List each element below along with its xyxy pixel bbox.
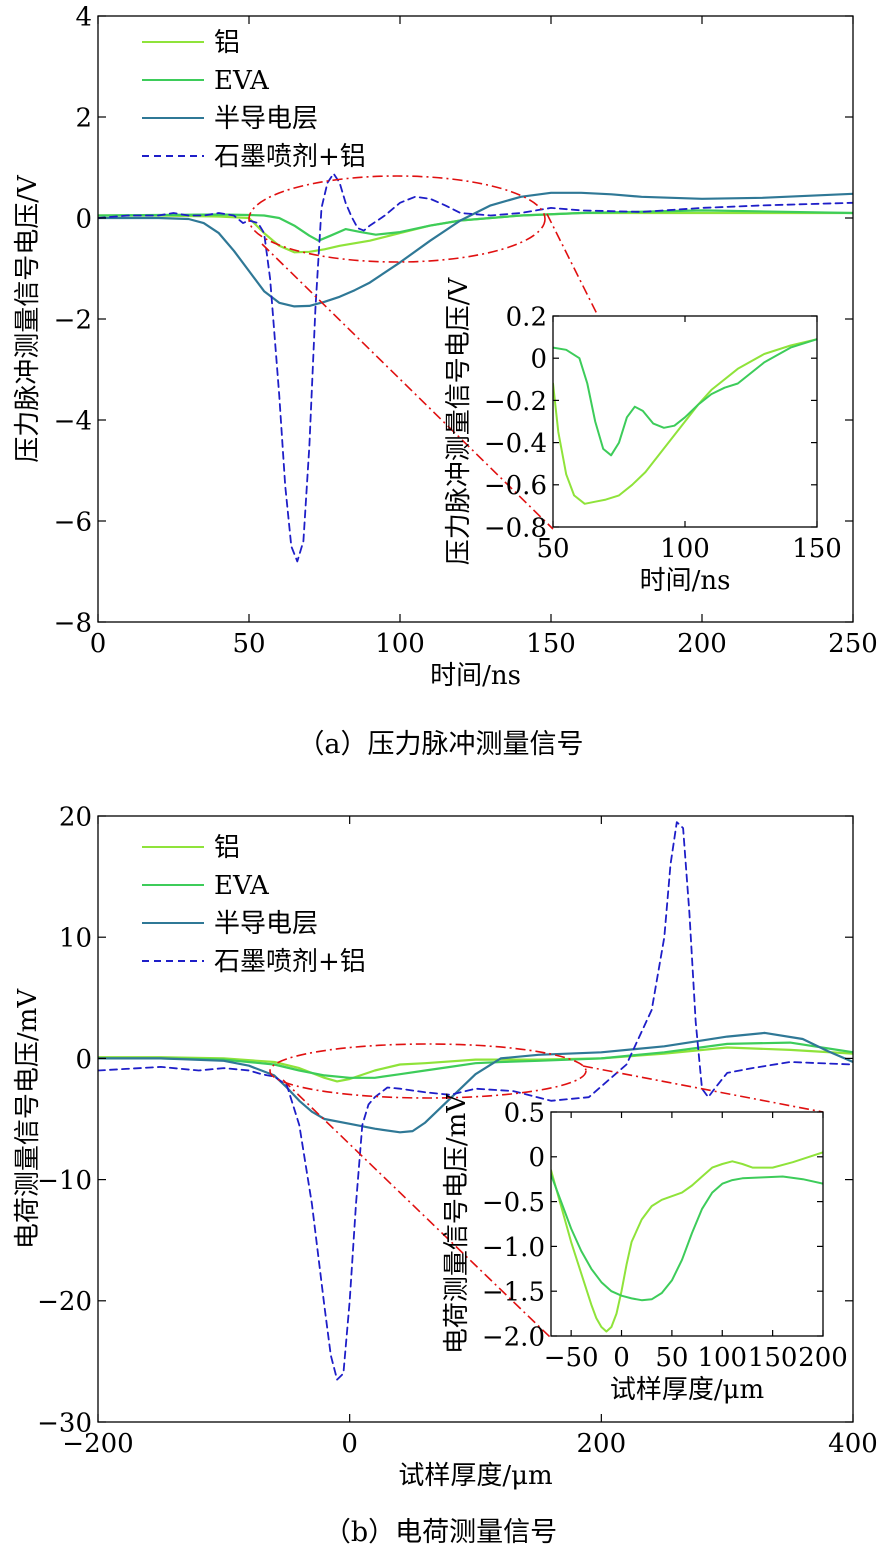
chart-a-ytick-label: 2 bbox=[75, 103, 92, 133]
chart-b-inset-xtick-label: 150 bbox=[748, 1343, 798, 1373]
chart-a-inset-xtick-label: 50 bbox=[536, 534, 569, 564]
chart-a-ytick-label: −2 bbox=[54, 305, 92, 335]
chart-a-ytick-label: −6 bbox=[54, 507, 92, 537]
chart-a-callout-line-2 bbox=[546, 213, 599, 317]
chart-b-ytick-label: −10 bbox=[37, 1166, 92, 1196]
chart-b-inset-xtick-label: 50 bbox=[655, 1343, 688, 1373]
chart-a-legend-label-0: 铝 bbox=[214, 28, 240, 58]
chart-a-ytick-label: 0 bbox=[75, 204, 92, 234]
chart-a-zoom-ellipse bbox=[248, 175, 546, 263]
chart-a-xtick-label: 200 bbox=[677, 629, 727, 659]
chart-b-inset-ytick-label: −2.0 bbox=[482, 1322, 545, 1352]
chart-a-ytick-label: 4 bbox=[75, 2, 92, 32]
chart-a-ylabel: 压力脉冲测量信号电压/V bbox=[13, 174, 43, 463]
chart-b-zoom-ellipse bbox=[269, 1043, 587, 1099]
chart-b-series-2 bbox=[98, 1031, 853, 1134]
chart-b-inset-ytick-label: −1.0 bbox=[482, 1233, 545, 1263]
chart-b-inset-xtick-label: 0 bbox=[613, 1343, 630, 1373]
chart-a-xtick-label: 250 bbox=[828, 629, 878, 659]
chart-a-inset-series-1 bbox=[553, 338, 817, 457]
chart-a-inset-ytick-label: 0.2 bbox=[506, 302, 547, 332]
chart-b-callout-line-2 bbox=[582, 1065, 824, 1113]
chart-a-inset-ytick-label: −0.2 bbox=[484, 387, 547, 417]
chart-b-ytick-label: 10 bbox=[59, 924, 92, 954]
chart-b-inset-xtick-label: −50 bbox=[544, 1343, 599, 1373]
chart-a-legend-label-2: 半导电层 bbox=[214, 104, 318, 134]
chart-a-xtick-label: 50 bbox=[232, 629, 265, 659]
chart-a-xtick-label: 150 bbox=[526, 629, 576, 659]
chart-a-legend-label-1: EVA bbox=[214, 66, 270, 96]
chart-b-ytick-label: −30 bbox=[37, 1408, 92, 1438]
chart-b-inset-ylabel: 电荷测量信号电压/mV bbox=[442, 1093, 472, 1354]
chart-a-inset-xtick-label: 100 bbox=[660, 534, 710, 564]
chart-b-ytick-label: 20 bbox=[59, 802, 92, 832]
chart-b-xlabel: 试样厚度/μm bbox=[398, 1461, 552, 1491]
chart-a-legend-label-3: 石墨喷剂+铝 bbox=[214, 142, 366, 172]
chart-b-frame bbox=[97, 815, 854, 1423]
chart-b-ylabel: 电荷测量信号电压/mV bbox=[13, 988, 43, 1249]
chart-b-xtick-label: 0 bbox=[341, 1429, 358, 1459]
chart-b-xtick-label: −200 bbox=[62, 1429, 133, 1459]
caption-b: （b）电荷测量信号 bbox=[323, 1517, 558, 1548]
chart-a-inset-ytick-label: 0 bbox=[530, 345, 547, 375]
chart-b-inset-xlabel: 试样厚度/μm bbox=[610, 1375, 764, 1405]
chart-b-inset-frame bbox=[550, 1111, 824, 1337]
chart-b-inset-ytick-label: −1.5 bbox=[482, 1278, 545, 1308]
chart-a-xtick-label: 0 bbox=[90, 629, 107, 659]
chart-a-ytick-label: −4 bbox=[54, 406, 92, 436]
chart-b-legend-label-0: 铝 bbox=[214, 833, 240, 863]
chart-b-legend-label-2: 半导电层 bbox=[214, 909, 318, 939]
chart-b-legend-label-1: EVA bbox=[214, 871, 270, 901]
chart-b-callout-line-1 bbox=[282, 1079, 552, 1339]
chart-b-xtick-label: 400 bbox=[828, 1429, 878, 1459]
chart-a-inset-ytick-label: −0.8 bbox=[484, 513, 547, 543]
chart-b-inset-ytick-label: 0 bbox=[528, 1143, 545, 1173]
chart-a-inset-xtick-label: 150 bbox=[792, 534, 842, 564]
chart-a-inset-xlabel: 时间/ns bbox=[640, 566, 731, 596]
chart-b-inset-xtick-label: 200 bbox=[798, 1343, 848, 1373]
chart-a-callout-line-1 bbox=[261, 243, 554, 530]
chart-b-inset-series-1 bbox=[551, 1173, 823, 1302]
chart-a-ytick-label: −8 bbox=[54, 608, 92, 638]
chart-b-ytick-label: 0 bbox=[75, 1045, 92, 1075]
caption-a: （a）压力脉冲测量信号 bbox=[297, 729, 584, 760]
chart-a-inset-series-0 bbox=[553, 338, 817, 505]
chart-b-inset-ytick-label: −0.5 bbox=[482, 1188, 545, 1218]
chart-a-inset-ytick-label: −0.4 bbox=[484, 429, 547, 459]
chart-a-inset-ylabel: 压力脉冲测量信号电压/V bbox=[444, 277, 474, 566]
chart-a-inset-ytick-label: −0.6 bbox=[484, 471, 547, 501]
chart-a-xtick-label: 100 bbox=[375, 629, 425, 659]
chart-a-series-2 bbox=[98, 191, 853, 308]
chart-a-series-3 bbox=[98, 172, 853, 563]
chart-b-series-0 bbox=[98, 1046, 853, 1083]
chart-b-inset-series-0 bbox=[551, 1151, 823, 1333]
chart-b-ytick-label: −20 bbox=[37, 1287, 92, 1317]
chart-b-legend-label-3: 石墨喷剂+铝 bbox=[214, 947, 366, 977]
chart-b-series-3 bbox=[98, 821, 853, 1381]
chart-b-inset-ytick-label: 0.5 bbox=[504, 1098, 545, 1128]
chart-b-inset-bg bbox=[551, 1112, 823, 1336]
chart-a-xlabel: 时间/ns bbox=[430, 661, 521, 691]
chart-b-xtick-label: 200 bbox=[577, 1429, 627, 1459]
chart-b-series-1 bbox=[98, 1041, 853, 1079]
chart-b-inset-xtick-label: 100 bbox=[697, 1343, 747, 1373]
chart-a-series-1 bbox=[98, 209, 853, 242]
